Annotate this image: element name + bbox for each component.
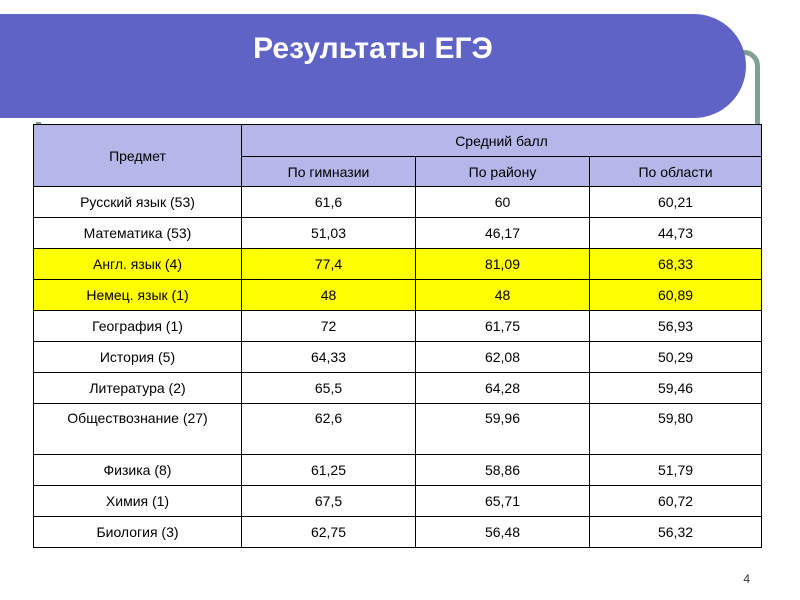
gymnasium-score-cell: 72	[241, 310, 416, 342]
table-row: Биология (3) 62,75 56,48 56,32	[33, 516, 763, 548]
column-header-gymnasium: По гимназии	[241, 156, 416, 187]
district-score-cell: 48	[415, 279, 590, 311]
table-row: Обществознание (27) 62,6 59,96 59,80	[33, 403, 763, 455]
column-header-region: По области	[588, 156, 763, 187]
table-row: Физика (8) 61,25 58,86 51,79	[33, 454, 763, 486]
region-score-cell: 56,93	[588, 310, 763, 342]
region-score-cell: 59,80	[588, 403, 763, 455]
region-score-cell: 56,32	[588, 516, 763, 548]
region-score-cell: 60,89	[588, 279, 763, 311]
table-row: География (1) 72 61,75 56,93	[33, 310, 763, 342]
district-score-cell: 81,09	[415, 248, 590, 280]
subject-header: Предмет	[33, 124, 242, 187]
table-body: Русский язык (53) 61,6 60 60,21 Математика (…	[33, 186, 763, 548]
title-banner: Результаты ЕГЭ	[0, 14, 746, 122]
subject-cell: История (5)	[33, 341, 242, 373]
subject-cell: География (1)	[33, 310, 242, 342]
region-score-cell: 68,33	[588, 248, 763, 280]
subject-cell: Литература (2)	[33, 372, 242, 404]
gymnasium-score-cell: 77,4	[241, 248, 416, 280]
district-score-cell: 61,75	[415, 310, 590, 342]
subject-cell: Биология (3)	[33, 516, 242, 548]
table-row: Литература (2) 65,5 64,28 59,46	[33, 372, 763, 404]
gymnasium-score-cell: 61,6	[241, 186, 416, 218]
region-score-cell: 59,46	[588, 372, 763, 404]
subject-cell: Математика (53)	[33, 217, 242, 249]
gymnasium-score-cell: 65,5	[241, 372, 416, 404]
district-score-cell: 56,48	[415, 516, 590, 548]
table-row: Англ. язык (4) 77,4 81,09 68,33	[33, 248, 763, 280]
title-underline	[14, 118, 708, 122]
table-row: Немец. язык (1) 48 48 60,89	[33, 279, 763, 311]
table-row: Русский язык (53) 61,6 60 60,21	[33, 186, 763, 218]
district-score-cell: 64,28	[415, 372, 590, 404]
region-score-cell: 50,29	[588, 341, 763, 373]
region-score-cell: 60,21	[588, 186, 763, 218]
average-score-header: Средний балл	[240, 124, 763, 157]
district-score-cell: 62,08	[415, 341, 590, 373]
results-table: Предмет Средний балл По гимназии По райо…	[33, 124, 763, 548]
gymnasium-score-cell: 64,33	[241, 341, 416, 373]
district-score-cell: 46,17	[415, 217, 590, 249]
subject-cell: Физика (8)	[33, 454, 242, 486]
subject-cell: Немец. язык (1)	[33, 279, 242, 311]
column-header-district: По району	[415, 156, 590, 187]
subject-cell: Обществознание (27)	[33, 403, 242, 455]
district-score-cell: 58,86	[415, 454, 590, 486]
gymnasium-score-cell: 62,6	[241, 403, 416, 455]
gymnasium-score-cell: 48	[241, 279, 416, 311]
gymnasium-score-cell: 51,03	[241, 217, 416, 249]
gymnasium-score-cell: 61,25	[241, 454, 416, 486]
subject-cell: Англ. язык (4)	[33, 248, 242, 280]
district-score-cell: 60	[415, 186, 590, 218]
gymnasium-score-cell: 67,5	[241, 485, 416, 517]
district-score-cell: 65,71	[415, 485, 590, 517]
table-row: Химия (1) 67,5 65,71 60,72	[33, 485, 763, 517]
table-row: Математика (53) 51,03 46,17 44,73	[33, 217, 763, 249]
region-score-cell: 44,73	[588, 217, 763, 249]
district-score-cell: 59,96	[415, 403, 590, 455]
gymnasium-score-cell: 62,75	[241, 516, 416, 548]
slide-title: Результаты ЕГЭ	[253, 32, 493, 65]
page-number: 4	[743, 572, 750, 586]
table-row: История (5) 64,33 62,08 50,29	[33, 341, 763, 373]
subject-cell: Русский язык (53)	[33, 186, 242, 218]
region-score-cell: 51,79	[588, 454, 763, 486]
region-score-cell: 60,72	[588, 485, 763, 517]
subject-cell: Химия (1)	[33, 485, 242, 517]
